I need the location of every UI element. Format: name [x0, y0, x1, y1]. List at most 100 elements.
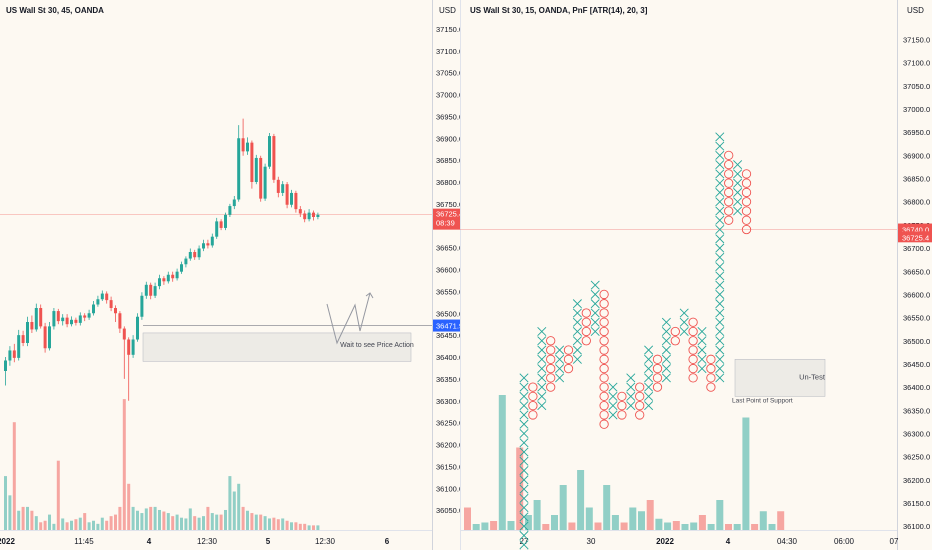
candle-body [162, 278, 166, 282]
pnf-x-mark [715, 178, 725, 188]
volume-bar [158, 509, 161, 530]
pnf-o-mark [724, 159, 734, 170]
pnf-o-mark [528, 410, 538, 420]
pnf-x-mark [715, 308, 725, 318]
candle-body [83, 315, 87, 318]
right-x-tick-label: 07 [890, 537, 899, 546]
pnf-x-stroke [715, 326, 725, 337]
volume-bar [307, 525, 311, 530]
pnf-x-stroke [661, 354, 671, 364]
candle-body [43, 326, 47, 349]
candle-body [122, 328, 126, 340]
right-support-label: Last Point of Support [732, 397, 793, 404]
pnf-o-mark [741, 169, 752, 179]
volume-bar [144, 508, 148, 530]
candle-body [263, 166, 267, 199]
left-countdown-value: 08:39 [436, 219, 455, 228]
right-y-tick-label: 36100.0 [903, 522, 930, 531]
right-chart[interactable]: 37150.0 37100.0 37050.0 37000.0 36950.0 36900… [460, 0, 932, 550]
pnf-x-mark [626, 391, 636, 401]
pnf-o-mark [599, 317, 609, 327]
candle-body [92, 304, 95, 314]
pnf-x-stroke [715, 197, 725, 207]
pnf-x-mark [715, 345, 725, 355]
pnf-x-stroke [590, 280, 600, 290]
pnf-x-stroke [644, 354, 654, 364]
pnf-x-stroke [715, 373, 725, 383]
candle-body [8, 350, 12, 361]
pnf-o-mark [599, 299, 609, 309]
pnf-x-stroke [644, 382, 654, 392]
pnf-x-mark [715, 280, 725, 290]
left-y-tick-label: 36500.0 [436, 309, 460, 318]
pnf-x-mark [661, 326, 671, 337]
pnf-x-stroke [715, 364, 725, 374]
pnf-x-mark [519, 410, 529, 420]
pnf-x-stroke [519, 438, 529, 448]
pnf-o-mark [581, 317, 591, 327]
pnf-x-stroke [519, 466, 529, 476]
pnf-x-stroke [715, 243, 725, 253]
pnf-volume-bar [716, 500, 724, 530]
pnf-x-stroke [733, 160, 743, 170]
right-y-tick-label: 36850.0 [903, 175, 930, 184]
pnf-x-mark [572, 317, 582, 327]
pnf-volume-bar [577, 470, 585, 530]
pnf-x-stroke [537, 345, 547, 355]
left-x-tick-label: 4 [147, 537, 152, 546]
pnf-x-mark [626, 373, 636, 383]
pnf-x-stroke [537, 336, 547, 346]
left-y-tick-label: 36150.0 [436, 462, 460, 471]
pnf-volume-bar [681, 524, 689, 530]
pnf-volume-bar [490, 521, 498, 530]
pnf-x-mark [715, 141, 725, 151]
right-chart-title: US Wall St 30, 15, OANDA, PnF [ATR(14), … [470, 6, 648, 15]
candle-body [193, 252, 197, 258]
pnf-x-mark [590, 326, 600, 337]
pnf-volume-bar [777, 511, 785, 530]
volume-bar [118, 506, 122, 530]
left-y-tick-label: 36250.0 [436, 419, 460, 428]
pnf-x-mark [661, 373, 671, 383]
pnf-x-stroke [644, 364, 654, 374]
pnf-volume-bar [698, 515, 706, 530]
right-y-tick-label: 36150.0 [903, 499, 930, 508]
candle-body [276, 179, 280, 193]
volume-bar [281, 518, 285, 530]
left-projection-arrow [365, 292, 374, 299]
left-y-tick-label: 36400.0 [436, 353, 460, 362]
pnf-x-stroke [661, 317, 671, 327]
pnf-o-mark [599, 336, 609, 346]
volume-bar [184, 518, 188, 530]
pnf-volume-bar [568, 522, 576, 530]
left-zone-annotation: Wait to see Price Action [340, 342, 414, 349]
pnf-x-mark [679, 317, 689, 327]
pnf-x-mark [661, 317, 671, 327]
pnf-x-stroke [626, 401, 636, 411]
pnf-o-mark [724, 197, 734, 207]
pnf-x-mark [697, 345, 707, 355]
left-x-tick-label: 2022 [0, 537, 15, 546]
volume-bar [206, 506, 210, 530]
candle-body [215, 221, 219, 237]
volume-bar [30, 510, 34, 530]
pnf-x-stroke [626, 382, 636, 392]
pnf-o-mark [724, 150, 734, 161]
left-chart[interactable]: 37150.0 37100.0 37050.0 37000.0 36950.0 36900… [0, 0, 460, 550]
pnf-o-mark [635, 382, 645, 392]
volume-bar [290, 522, 293, 530]
pnf-x-stroke [644, 391, 654, 401]
pnf-x-mark [697, 364, 707, 374]
volume-bar [193, 516, 197, 530]
pnf-x-stroke [519, 512, 529, 522]
left-y-tick-label: 37100.0 [436, 47, 460, 56]
pnf-o-mark [546, 373, 556, 383]
pnf-x-mark [644, 364, 654, 374]
candle-body [131, 339, 135, 355]
candle-body [12, 350, 16, 358]
pnf-x-stroke [697, 354, 707, 364]
pnf-x-mark [715, 197, 725, 207]
pnf-x-mark [590, 317, 600, 327]
pnf-x-mark [733, 187, 743, 197]
pnf-x-stroke [715, 280, 725, 290]
